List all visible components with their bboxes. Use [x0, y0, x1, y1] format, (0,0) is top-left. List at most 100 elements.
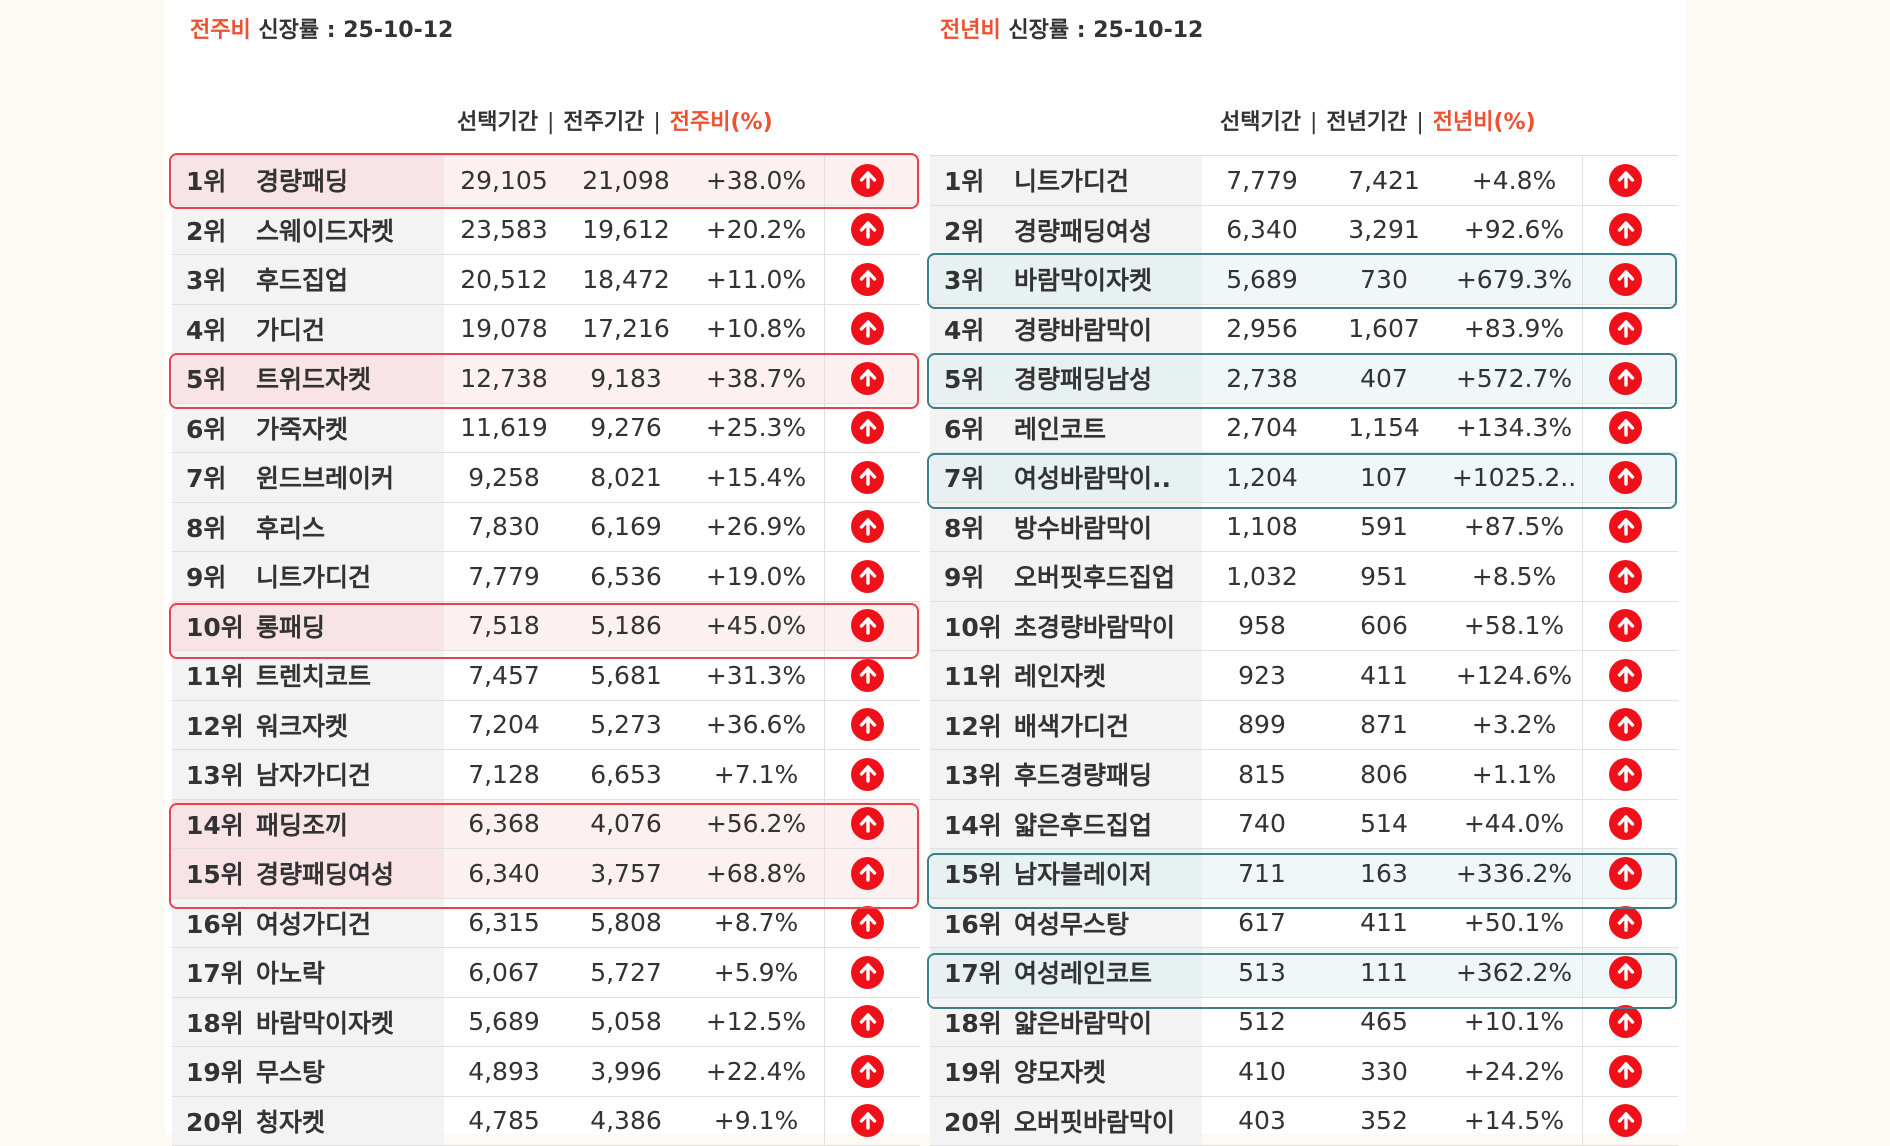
header-divider: | — [1310, 110, 1317, 135]
previous-value-cell: 411 — [1322, 899, 1446, 948]
rank-cell: 16위 — [172, 899, 256, 948]
up-arrow-icon — [851, 609, 884, 642]
selected-value-cell: 23,583 — [444, 206, 564, 255]
previous-value-cell: 17,216 — [564, 305, 688, 354]
previous-value-cell: 21,098 — [564, 156, 688, 205]
rank-cell: 10위 — [172, 602, 256, 651]
trend-cell — [1582, 849, 1668, 898]
trend-cell — [1582, 701, 1668, 750]
trend-cell — [824, 849, 910, 898]
trend-cell — [824, 948, 910, 997]
up-arrow-icon — [1609, 1055, 1642, 1088]
selected-value-cell: 899 — [1202, 701, 1322, 750]
up-arrow-icon — [851, 906, 884, 939]
up-arrow-icon — [1609, 1005, 1642, 1038]
trend-cell — [824, 156, 910, 205]
header-previous-week: 전주기간 — [563, 110, 644, 135]
previous-value-cell: 5,058 — [564, 998, 688, 1047]
keyword-cell: 가죽자켓 — [256, 404, 444, 453]
rank-cell: 13위 — [930, 750, 1014, 799]
ratio-cell: +87.5% — [1446, 503, 1582, 552]
ratio-cell: +22.4% — [688, 1047, 824, 1096]
ratio-cell: +1025.2.. — [1446, 453, 1582, 502]
trend-cell — [1582, 602, 1668, 651]
header-selected-period: 선택기간 — [457, 110, 538, 135]
rank-cell: 8위 — [930, 503, 1014, 552]
trend-cell — [1582, 255, 1668, 304]
previous-value-cell: 9,276 — [564, 404, 688, 453]
ratio-cell: +3.2% — [1446, 701, 1582, 750]
ratio-cell: +44.0% — [1446, 800, 1582, 849]
keyword-cell: 경량패딩여성 — [256, 849, 444, 898]
previous-value-cell: 4,386 — [564, 1097, 688, 1146]
trend-cell — [824, 552, 910, 601]
ratio-cell: +92.6% — [1446, 206, 1582, 255]
ratio-cell: +12.5% — [688, 998, 824, 1047]
trend-cell — [824, 701, 910, 750]
ratio-cell: +36.6% — [688, 701, 824, 750]
rank-cell: 2위 — [930, 206, 1014, 255]
trend-cell — [1582, 552, 1668, 601]
up-arrow-icon — [851, 659, 884, 692]
trend-cell — [824, 453, 910, 502]
selected-value-cell: 9,258 — [444, 453, 564, 502]
selected-value-cell: 2,704 — [1202, 404, 1322, 453]
header-previous-year: 전년기간 — [1326, 110, 1407, 135]
selected-value-cell: 403 — [1202, 1097, 1322, 1146]
rank-cell: 4위 — [930, 305, 1014, 354]
previous-value-cell: 18,472 — [564, 255, 688, 304]
selected-value-cell: 6,067 — [444, 948, 564, 997]
up-arrow-icon — [851, 213, 884, 246]
trend-cell — [1582, 305, 1668, 354]
trend-cell — [824, 1097, 910, 1146]
keyword-cell: 레인자켓 — [1014, 651, 1202, 700]
selected-value-cell: 7,779 — [1202, 156, 1322, 205]
trend-cell — [1582, 453, 1668, 502]
ratio-cell: +5.9% — [688, 948, 824, 997]
up-arrow-icon — [851, 312, 884, 345]
selected-value-cell: 617 — [1202, 899, 1322, 948]
trend-cell — [824, 206, 910, 255]
ratio-cell: +10.1% — [1446, 998, 1582, 1047]
keyword-cell: 경량바람막이 — [1014, 305, 1202, 354]
selected-value-cell: 1,108 — [1202, 503, 1322, 552]
weekly-title-rest: 신장률 : 25-10-12 — [258, 18, 453, 43]
selected-value-cell: 4,785 — [444, 1097, 564, 1146]
keyword-cell: 후드집업 — [256, 255, 444, 304]
keyword-cell: 여성레인코트 — [1014, 948, 1202, 997]
up-arrow-icon — [1609, 1104, 1642, 1137]
up-arrow-icon — [851, 758, 884, 791]
keyword-cell: 경량패딩 — [256, 156, 444, 205]
up-arrow-icon — [1609, 609, 1642, 642]
previous-value-cell: 5,681 — [564, 651, 688, 700]
trend-cell — [1582, 948, 1668, 997]
previous-value-cell: 730 — [1322, 255, 1446, 304]
rank-cell: 13위 — [172, 750, 256, 799]
trend-cell — [1582, 998, 1668, 1047]
selected-value-cell: 19,078 — [444, 305, 564, 354]
ratio-cell: +362.2% — [1446, 948, 1582, 997]
rank-cell: 11위 — [172, 651, 256, 700]
up-arrow-icon — [1609, 461, 1642, 494]
up-arrow-icon — [1609, 362, 1642, 395]
ratio-cell: +8.7% — [688, 899, 824, 948]
trend-cell — [1582, 750, 1668, 799]
